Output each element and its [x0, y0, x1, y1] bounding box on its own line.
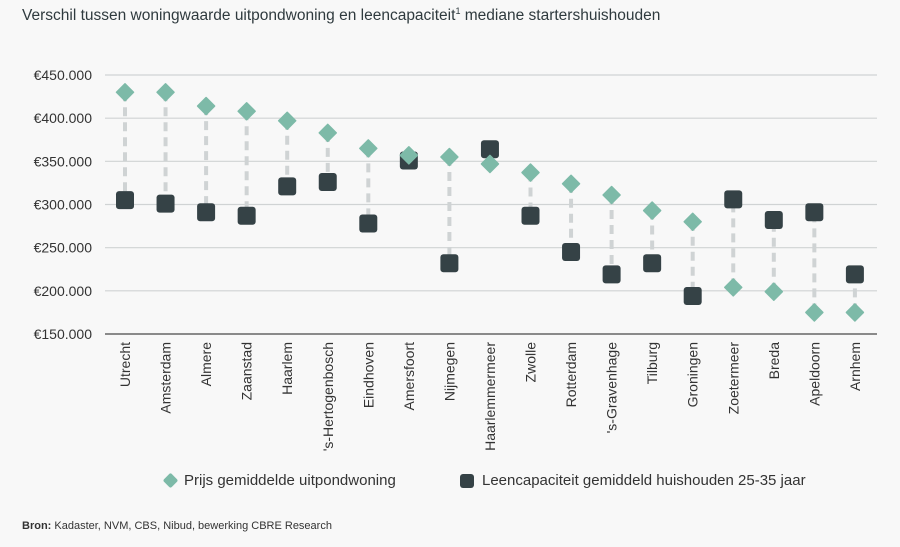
legend: Prijs gemiddelde uitpondwoning Leencapac… — [0, 472, 900, 496]
prijs-marker — [359, 139, 378, 158]
leencapaciteit-marker — [845, 265, 864, 284]
y-tick-label: €250.000 — [34, 240, 93, 256]
leencapaciteit-marker — [278, 177, 297, 196]
prijs-marker — [480, 154, 500, 174]
prijs-marker — [683, 212, 702, 232]
y-tick-label: €450.000 — [34, 67, 93, 83]
x-tick-label: Zaanstad — [239, 342, 255, 400]
title-footnote: 1 — [455, 6, 461, 16]
x-tick-label: Breda — [766, 342, 782, 380]
leencapaciteit-marker — [805, 203, 824, 222]
x-tick-label: Groningen — [685, 342, 701, 407]
leencapaciteit-marker — [318, 173, 337, 192]
legend-label: Prijs gemiddelde uitpondwoning — [184, 472, 396, 489]
x-tick-label: Haarlem — [279, 342, 295, 395]
prijs-marker — [237, 102, 256, 121]
diamond-marker-icon — [162, 472, 179, 489]
chart: €150.000 €200.000 €250.000 €300.000 €350.000… — [34, 67, 877, 451]
prijs-marker — [318, 123, 337, 143]
prijs-marker — [521, 163, 540, 182]
y-tick-label: €200.000 — [34, 283, 93, 299]
x-tick-label: Almere — [198, 342, 214, 387]
leencapaciteit-marker — [237, 206, 256, 225]
prijs-marker — [805, 303, 824, 322]
title-text: Verschil tussen woningwaarde uitpondwoni… — [22, 7, 456, 25]
x-tick-label: 's-Hertogenbosch — [320, 342, 336, 451]
x-tick-label: Tilburg — [644, 342, 660, 384]
x-tick-label: Amersfoort — [401, 342, 417, 411]
leencapaciteit-marker — [562, 242, 581, 261]
source-note: Bron: Kadaster, NVM, CBS, Nibud, bewerki… — [22, 520, 332, 532]
x-tick-label: Apeldoorn — [806, 342, 822, 406]
prijs-marker — [642, 201, 662, 220]
prijs-marker — [156, 83, 175, 102]
prijs-marker — [602, 185, 621, 205]
prijs-marker — [399, 146, 419, 165]
prijs-marker — [724, 278, 743, 297]
x-tick-label: Nijmegen — [441, 342, 457, 401]
source-text: Kadaster, NVM, CBS, Nibud, bewerking CBR… — [51, 520, 332, 532]
x-tick-label: Arnhem — [847, 342, 863, 391]
leencapaciteit-marker — [683, 287, 702, 306]
x-tick-label: Utrecht — [117, 342, 133, 387]
x-tick-label: Haarlemmermeer — [482, 342, 498, 451]
leencapaciteit-marker — [602, 265, 621, 284]
legend-item-prijs: Prijs gemiddelde uitpondwoning — [162, 472, 396, 489]
leencapaciteit-marker — [116, 191, 134, 210]
y-tick-label: €350.000 — [34, 153, 93, 169]
chart-title: Verschil tussen woningwaarde uitpondwoni… — [22, 6, 660, 25]
prijs-marker — [764, 282, 784, 301]
legend-label: Leencapaciteit gemiddeld huishouden 25-3… — [482, 472, 806, 489]
leencapaciteit-marker — [440, 254, 459, 273]
prijs-marker — [115, 83, 135, 102]
leencapaciteit-marker — [724, 190, 743, 209]
leencapaciteit-marker — [197, 203, 216, 222]
leencapaciteit-marker — [643, 254, 662, 273]
prijs-marker — [440, 147, 459, 167]
leencapaciteit-marker — [764, 211, 783, 230]
prijs-marker — [845, 303, 865, 322]
prijs-marker — [277, 111, 297, 131]
square-marker-icon — [460, 473, 474, 488]
x-tick-label: Rotterdam — [563, 342, 579, 407]
y-tick-label: €300.000 — [34, 197, 93, 213]
x-tick-label: Zoetermeer — [725, 342, 741, 415]
leencapaciteit-marker — [359, 214, 378, 233]
x-tick-label: Amsterdam — [158, 342, 174, 414]
leencapaciteit-marker — [156, 194, 175, 213]
leencapaciteit-marker — [521, 206, 540, 225]
source-label: Bron: — [22, 520, 52, 532]
leencapaciteit-marker — [480, 140, 499, 159]
x-tick-label: Zwolle — [523, 342, 539, 383]
y-tick-label: €400.000 — [34, 110, 93, 126]
prijs-marker — [196, 96, 216, 116]
x-tick-label: Eindhoven — [360, 342, 376, 408]
y-tick-label: €150.000 — [34, 326, 93, 342]
x-tick-label: 's-Gravenhage — [604, 342, 620, 434]
prijs-marker — [561, 174, 581, 194]
legend-item-leencapaciteit: Leencapaciteit gemiddeld huishouden 25-3… — [460, 472, 806, 489]
title-suffix: mediane startershuishouden — [460, 7, 661, 25]
